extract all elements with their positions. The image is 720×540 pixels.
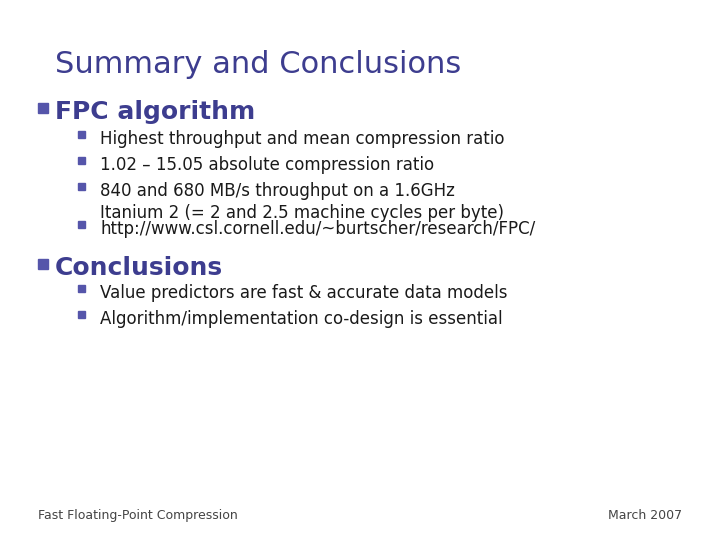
Text: 1.02 – 15.05 absolute compression ratio: 1.02 – 15.05 absolute compression ratio [100, 156, 434, 174]
Text: Summary and Conclusions: Summary and Conclusions [55, 50, 462, 79]
Bar [78, 157, 85, 164]
Text: Fast Floating-Point Compression: Fast Floating-Point Compression [38, 509, 238, 522]
Text: Highest throughput and mean compression ratio: Highest throughput and mean compression … [100, 130, 505, 148]
Bar [78, 183, 85, 190]
Text: Conclusions: Conclusions [55, 256, 223, 280]
Text: Algorithm/implementation co-design is essential: Algorithm/implementation co-design is es… [100, 310, 503, 328]
Text: Value predictors are fast & accurate data models: Value predictors are fast & accurate dat… [100, 284, 508, 302]
Text: March 2007: March 2007 [608, 509, 682, 522]
Text: FPC algorithm: FPC algorithm [55, 100, 256, 124]
Bar [38, 103, 48, 113]
Bar [78, 131, 85, 138]
Bar [78, 220, 85, 227]
Text: 840 and 680 MB/s throughput on a 1.6GHz
Itanium 2 (= 2 and 2.5 machine cycles pe: 840 and 680 MB/s throughput on a 1.6GHz … [100, 182, 504, 222]
Bar [78, 310, 85, 318]
Bar [78, 285, 85, 292]
Text: http://www.csl.cornell.edu/~burtscher/research/FPC/: http://www.csl.cornell.edu/~burtscher/re… [100, 220, 535, 238]
Bar [38, 259, 48, 269]
